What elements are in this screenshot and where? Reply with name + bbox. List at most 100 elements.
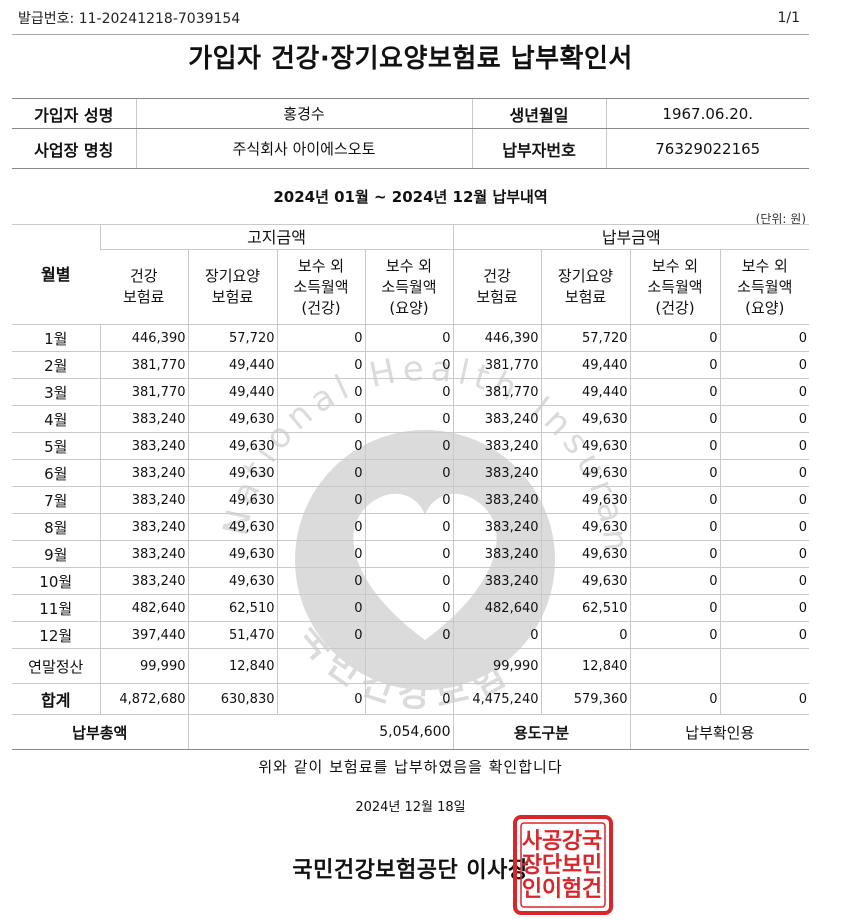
amount-cell: 383,240 — [99, 513, 188, 541]
amount-cell: 0 — [276, 324, 365, 352]
amount-cell: 579,360 — [540, 683, 631, 715]
row-label: 10월 — [12, 567, 100, 595]
issuer-name: 국민건강보험공단 이사장 — [292, 858, 529, 883]
amount-cell: 0 — [719, 432, 810, 460]
amount-cell: 383,240 — [452, 486, 542, 514]
amount-cell: 482,640 — [452, 594, 542, 622]
month-header: 월별 — [12, 224, 100, 325]
amount-cell — [719, 648, 810, 684]
amount-cell — [276, 648, 365, 684]
amount-cell: 0 — [629, 324, 721, 352]
table-row: 7월 383,240 49,630 0 0 383,240 49,630 0 0 — [12, 486, 810, 514]
amount-cell: 0 — [276, 351, 365, 379]
birth-label: 생년월일 — [471, 98, 606, 129]
seal-glyph: 국 — [582, 829, 602, 854]
amount-cell: 0 — [719, 594, 810, 622]
seal-glyph: 장 — [522, 853, 542, 878]
amount-cell: 0 — [719, 351, 810, 379]
amount-cell: 49,630 — [540, 540, 631, 568]
amount-cell: 630,830 — [187, 683, 277, 715]
amount-cell: 49,630 — [540, 459, 631, 487]
birth-date: 1967.06.20. — [605, 98, 809, 129]
amount-cell: 49,630 — [187, 459, 277, 487]
column-header-line: 보험료 — [211, 288, 254, 306]
subscriber-info-table: 가입자 성명 홍경수 생년월일 1967.06.20. 사업장 명칭 주식회사 … — [12, 98, 809, 169]
amount-cell: 0 — [629, 513, 721, 541]
amount-cell: 0 — [364, 513, 454, 541]
seal-glyph: 사 — [522, 829, 543, 854]
amount-cell: 446,390 — [99, 324, 188, 352]
amount-cell: 383,240 — [452, 432, 542, 460]
column-header-line: 보험료 — [564, 288, 607, 306]
info-row-company: 사업장 명칭 주식회사 아이에스오토 납부자번호 76329022165 — [12, 128, 809, 169]
amount-cell: 0 — [629, 351, 721, 379]
row-label: 8월 — [12, 513, 100, 541]
amount-cell: 0 — [276, 486, 365, 514]
amount-cell: 381,770 — [99, 378, 188, 406]
row-label: 4월 — [12, 405, 100, 433]
column-header-line: 소득월액 — [737, 277, 793, 296]
column-header-line: 장기요양 — [204, 267, 261, 285]
seal-glyph: 공 — [542, 829, 562, 854]
year-end-row: 연말정산 99,990 12,840 99,990 12,840 — [12, 648, 810, 684]
table-row: 2월 381,770 49,440 0 0 381,770 49,440 0 0 — [12, 351, 810, 379]
amount-cell: 4,475,240 — [452, 683, 542, 715]
row-label: 연말정산 — [12, 648, 100, 684]
amount-cell: 62,510 — [540, 594, 631, 622]
column-header: 장기요양 보험료 — [540, 249, 631, 325]
column-header-line: 보수 외 — [741, 256, 788, 275]
amount-cell: 0 — [276, 513, 365, 541]
payer-label: 납부자번호 — [471, 128, 606, 169]
company-label: 사업장 명칭 — [12, 128, 136, 169]
column-header: 보수 외 소득월액 (건강) — [276, 249, 365, 325]
amount-cell: 0 — [629, 567, 721, 595]
row-label: 11월 — [12, 594, 100, 622]
name-label: 가입자 성명 — [12, 98, 136, 129]
amount-cell: 397,440 — [99, 621, 188, 649]
seal-glyph: 이 — [542, 877, 562, 902]
column-header-line: 소득월액 — [381, 277, 437, 296]
amount-cell: 49,630 — [187, 540, 277, 568]
column-header-line: 보험료 — [476, 288, 518, 306]
table-row: 4월 383,240 49,630 0 0 383,240 49,630 0 0 — [12, 405, 810, 433]
column-header-line: 소득월액 — [647, 277, 703, 296]
amount-cell: 0 — [276, 378, 365, 406]
company-name: 주식회사 아이에스오토 — [135, 128, 472, 169]
seal-glyph: 건 — [582, 877, 602, 902]
amount-cell: 0 — [364, 459, 454, 487]
table-row: 12월 397,440 51,470 0 0 0 0 0 0 — [12, 621, 810, 649]
amount-cell: 12,840 — [187, 648, 277, 684]
amount-cell: 49,630 — [540, 405, 631, 433]
column-header-line: (건강) — [655, 298, 695, 317]
amount-cell: 49,630 — [187, 432, 277, 460]
amount-cell: 0 — [276, 683, 365, 715]
amount-cell: 0 — [364, 378, 454, 406]
row-label: 1월 — [12, 324, 100, 352]
amount-cell: 381,770 — [452, 378, 542, 406]
amount-cell: 381,770 — [452, 351, 542, 379]
amount-cell: 383,240 — [452, 513, 542, 541]
total-paid-label: 납부총액 — [12, 714, 188, 750]
amount-cell: 0 — [629, 540, 721, 568]
subscriber-name: 홍경수 — [135, 98, 472, 129]
amount-cell: 99,990 — [99, 648, 188, 684]
amount-cell: 49,630 — [187, 567, 277, 595]
amount-cell: 0 — [629, 486, 721, 514]
column-header-line: 소득월액 — [293, 277, 349, 296]
amount-cell: 12,840 — [540, 648, 631, 684]
row-label: 5월 — [12, 432, 100, 460]
table-row: 1월 446,390 57,720 0 0 446,390 57,720 0 0 — [12, 324, 810, 352]
amount-cell: 0 — [364, 351, 454, 379]
seal-glyph: 강 — [562, 829, 582, 854]
amount-cell: 0 — [276, 405, 365, 433]
row-label: 7월 — [12, 486, 100, 514]
purpose-label: 용도구분 — [452, 714, 631, 750]
column-header-line: (건강) — [301, 298, 341, 317]
amount-cell: 0 — [276, 594, 365, 622]
column-header-line: 보험료 — [123, 288, 165, 306]
amount-cell: 49,630 — [540, 432, 631, 460]
seal-glyph: 보 — [562, 853, 582, 878]
amount-cell: 383,240 — [99, 540, 188, 568]
amount-cell: 0 — [719, 567, 810, 595]
